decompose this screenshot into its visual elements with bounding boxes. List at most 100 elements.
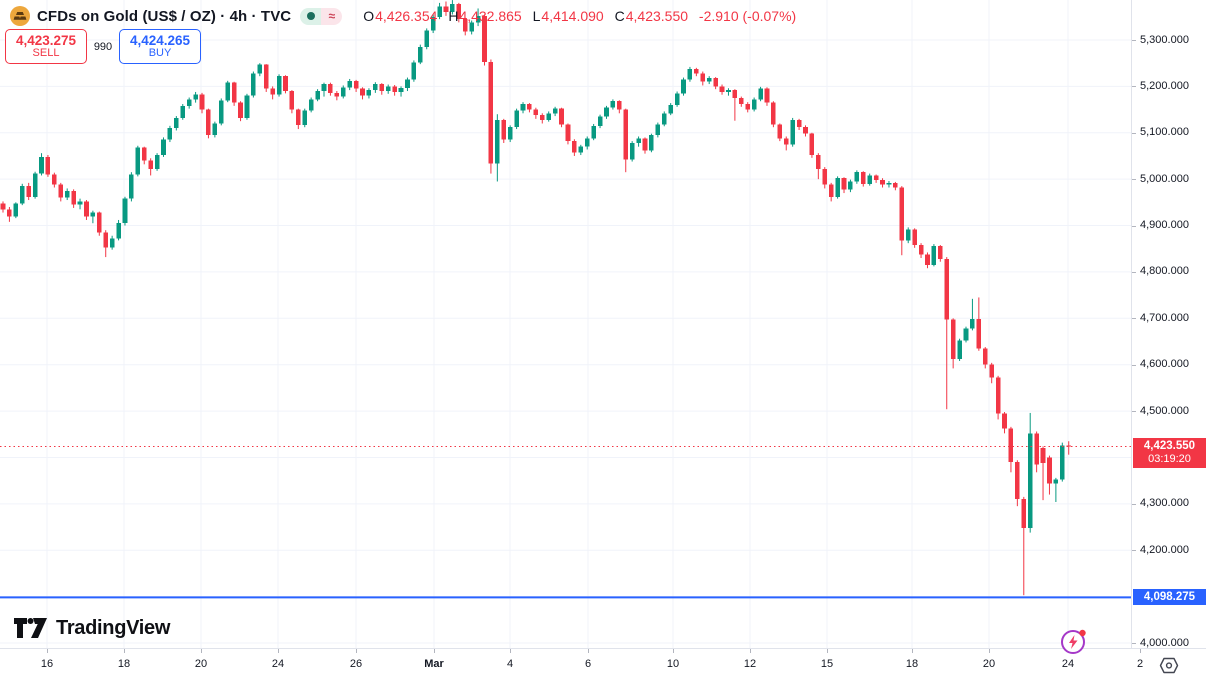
candle — [296, 108, 301, 130]
candle — [218, 98, 224, 126]
candle — [520, 102, 526, 114]
candle — [758, 86, 763, 102]
time-axis-tick — [673, 649, 674, 653]
price-axis-label: 5,100.000 — [1140, 126, 1189, 139]
candle — [64, 188, 70, 201]
buy-button[interactable]: 4,424.265 BUY — [119, 29, 201, 64]
alert-price-tag[interactable]: 4,098.275 — [1133, 589, 1206, 605]
price-axis-label: 4,600.000 — [1140, 358, 1189, 371]
candle — [1002, 412, 1007, 434]
candle — [803, 125, 808, 137]
candle — [970, 298, 975, 331]
candle — [1015, 460, 1020, 507]
price-axis-tick — [1132, 271, 1136, 273]
candle — [1047, 455, 1052, 495]
candle — [495, 114, 500, 182]
candle — [700, 71, 706, 86]
gold-symbol-icon[interactable] — [10, 6, 30, 26]
candle — [649, 133, 654, 153]
candle — [71, 189, 76, 208]
candle — [976, 297, 982, 351]
candle — [418, 44, 423, 65]
price-axis-tick — [1132, 86, 1136, 88]
price-axis-tick — [1132, 40, 1136, 41]
time-axis-label: 24 — [1061, 658, 1075, 670]
tradingview-logo[interactable]: TradingView — [14, 617, 170, 640]
open-value: 4,426.354 — [375, 8, 438, 24]
candle — [193, 91, 198, 103]
candle — [373, 82, 378, 93]
price-axis-label: 4,800.000 — [1140, 265, 1189, 278]
candle — [507, 125, 513, 143]
candle — [610, 99, 616, 110]
candle — [681, 77, 686, 96]
candle — [84, 200, 89, 220]
candle — [764, 87, 770, 106]
low-label: L — [532, 8, 541, 24]
time-axis-label: 4 — [506, 658, 514, 670]
candle — [841, 177, 847, 194]
time-axis-tick — [47, 649, 48, 653]
candle — [745, 102, 751, 113]
candle — [1066, 441, 1072, 455]
price-axis-label: 4,500.000 — [1140, 404, 1189, 417]
time-axis-label: 16 — [40, 658, 54, 670]
close-value: 4,423.550 — [625, 8, 689, 24]
symbol-title[interactable]: CFDs on Gold (US$ / OZ) · 4h · TVC — [37, 7, 292, 25]
price-axis-label: 5,300.000 — [1140, 33, 1189, 46]
delayed-data-badge[interactable]: ≈ — [321, 7, 343, 25]
sell-price: 4,423.275 — [15, 32, 77, 48]
candle — [867, 173, 872, 186]
candle — [482, 14, 487, 66]
candle — [276, 74, 282, 97]
candle — [302, 108, 308, 128]
time-axis-label: 18 — [117, 658, 131, 670]
price-axis-tick — [1132, 179, 1136, 181]
candle — [539, 113, 545, 124]
candle — [546, 111, 551, 122]
price-scale[interactable]: 4,423.550 03:19:20 4,098.275 5,300.000 5,… — [1132, 0, 1206, 649]
current-price-tag[interactable]: 4,423.550 03:19:20 — [1133, 438, 1206, 468]
candle — [199, 92, 205, 114]
candle — [52, 172, 57, 188]
candle — [103, 230, 109, 258]
price-axis-label: 5,200.000 — [1140, 79, 1189, 92]
candle — [135, 145, 141, 177]
price-axis-tick — [1132, 225, 1136, 227]
candle — [334, 91, 340, 101]
candle — [340, 85, 346, 99]
candle — [912, 228, 917, 248]
price-axis-tick — [1132, 364, 1136, 366]
candle — [244, 93, 250, 120]
candle — [411, 60, 417, 82]
candle — [623, 108, 629, 173]
quick-trade-icon[interactable] — [1059, 626, 1089, 656]
sell-button[interactable]: 4,423.275 SELL — [5, 29, 87, 64]
price-axis-label: 4,700.000 — [1140, 311, 1189, 324]
candle — [642, 137, 648, 154]
candle — [584, 136, 590, 150]
candle — [552, 106, 558, 117]
market-status-badge[interactable] — [300, 7, 322, 25]
candle — [771, 101, 776, 128]
candle — [430, 14, 436, 34]
candle — [617, 100, 622, 114]
candle — [206, 108, 211, 139]
candle — [122, 196, 128, 226]
candle — [154, 153, 160, 171]
candle — [0, 201, 6, 213]
candle — [231, 81, 237, 106]
time-scale[interactable]: 16 18 20 24 26 Mar 4 6 10 12 15 18 20 24 2 — [0, 649, 1206, 678]
time-axis-separator — [0, 648, 1206, 649]
buy-price: 4,424.265 — [129, 32, 191, 48]
candle — [1040, 446, 1046, 501]
scale-settings-icon[interactable] — [1156, 654, 1182, 676]
candle — [26, 182, 31, 201]
candlestick-chart[interactable] — [0, 0, 1131, 648]
candle — [597, 114, 603, 129]
candle — [462, 17, 468, 36]
trade-widget: 4,423.275 SELL 990 4,424.265 BUY — [5, 29, 201, 64]
bar-countdown: 03:19:20 — [1148, 453, 1191, 465]
time-axis-label: 26 — [349, 658, 363, 670]
candle — [719, 84, 725, 95]
